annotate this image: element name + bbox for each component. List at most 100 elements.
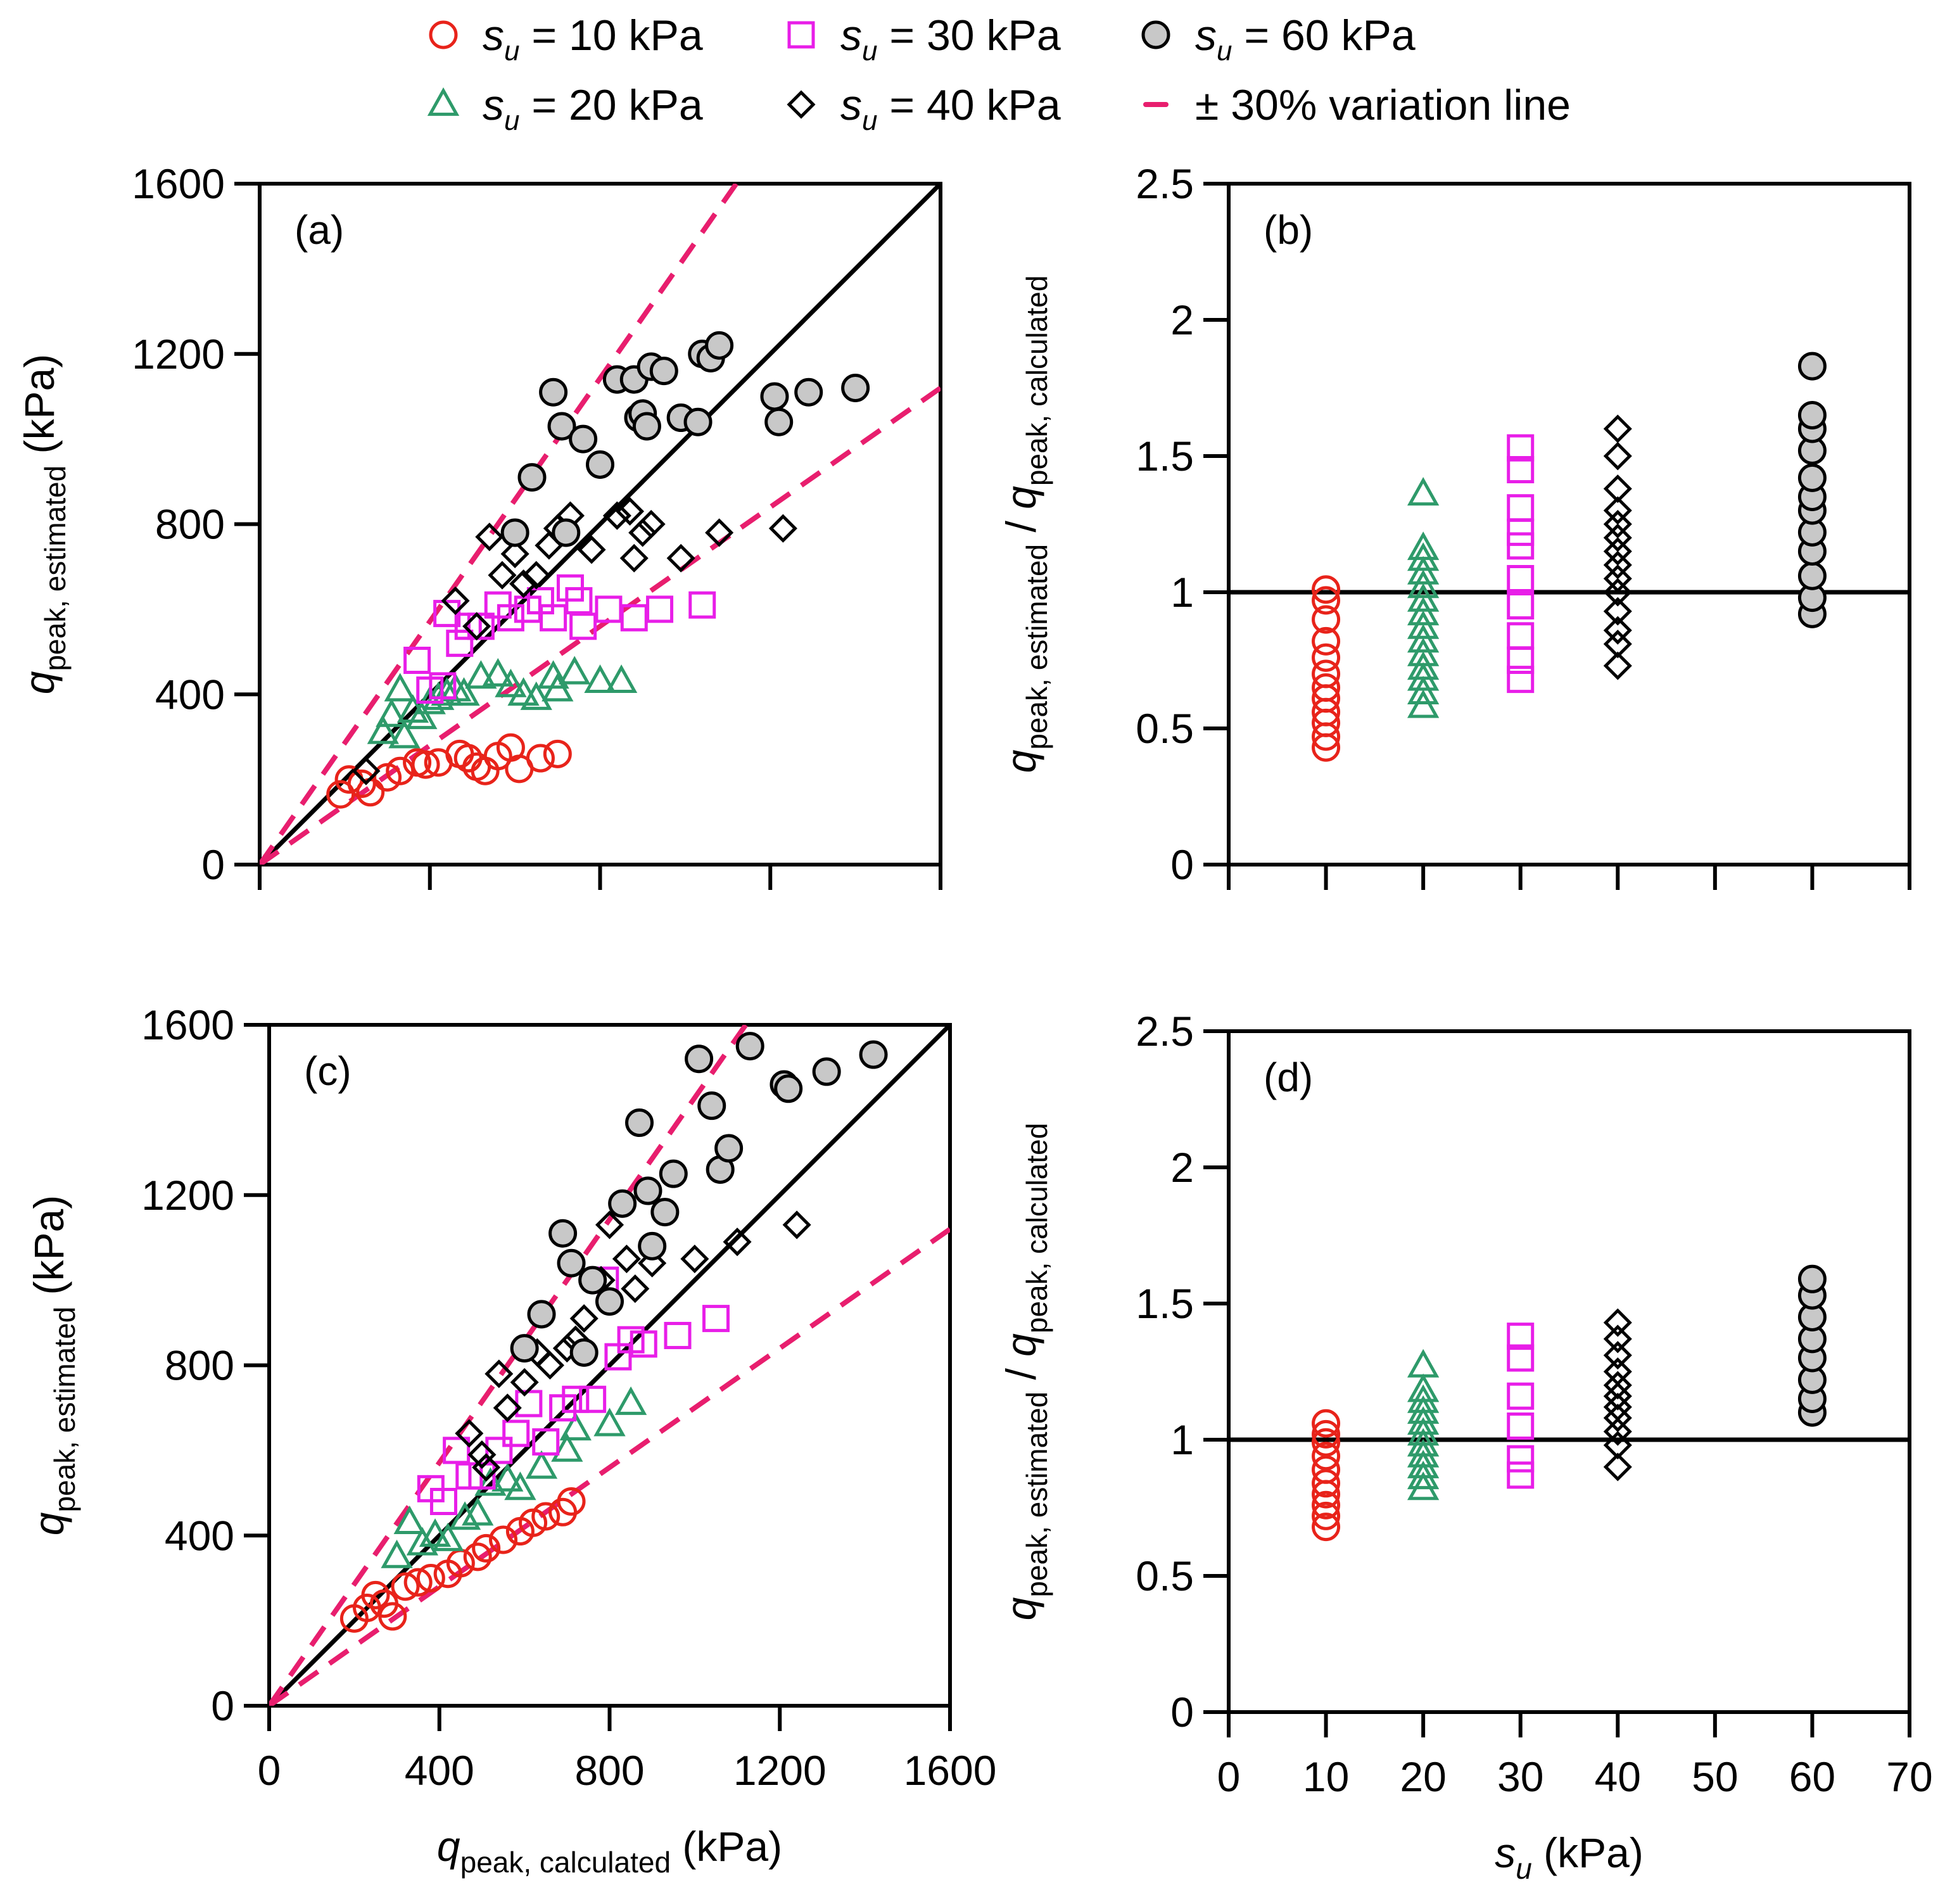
data-point xyxy=(735,1032,764,1061)
data-point xyxy=(507,677,540,706)
data-point xyxy=(1312,1419,1341,1449)
data-point xyxy=(586,450,614,479)
data-point xyxy=(1312,605,1341,634)
data-point xyxy=(526,744,555,773)
data-point xyxy=(1603,1417,1632,1446)
data-point xyxy=(406,1526,439,1556)
data-point xyxy=(386,756,415,785)
data-point xyxy=(1603,597,1632,626)
data-point xyxy=(510,1368,539,1397)
legend-item-var: ± 30% variation line xyxy=(1143,81,1571,129)
data-point xyxy=(702,1305,730,1333)
legend-label-su30: su = 30 kPa xyxy=(840,11,1061,67)
data-point xyxy=(628,518,657,547)
data-point xyxy=(1603,616,1632,645)
data-point xyxy=(1407,477,1440,506)
data-point xyxy=(403,1568,433,1597)
series-su-20-kpa xyxy=(1407,1349,1440,1501)
data-point xyxy=(619,543,649,573)
data-point xyxy=(472,1453,501,1482)
data-point xyxy=(500,539,529,569)
data-point xyxy=(1797,401,1827,429)
series-su-20-kpa xyxy=(381,1386,647,1568)
y-tick-label: 1.5 xyxy=(1136,433,1194,479)
data-point xyxy=(462,1497,494,1526)
data-point xyxy=(584,664,616,693)
data-point xyxy=(569,1338,599,1367)
y-tick-label: 400 xyxy=(165,1512,234,1559)
data-point xyxy=(602,501,631,530)
data-point xyxy=(685,1044,714,1074)
data-point xyxy=(352,756,381,785)
data-point xyxy=(614,1386,647,1415)
data-point xyxy=(485,1359,514,1388)
data-point xyxy=(475,523,504,552)
data-point xyxy=(608,1189,637,1218)
data-point xyxy=(419,1518,452,1547)
data-point xyxy=(500,518,529,547)
data-point xyxy=(1603,1371,1632,1400)
data-point xyxy=(381,1539,413,1568)
data-point xyxy=(1312,1501,1341,1530)
legend-marker-su10 xyxy=(429,20,458,49)
y-tick-label: 0.5 xyxy=(1136,1552,1194,1599)
data-point xyxy=(1603,441,1632,471)
series-su-60-kpa xyxy=(1797,1264,1827,1427)
data-point xyxy=(1797,463,1827,492)
data-point xyxy=(509,569,538,599)
data-point xyxy=(1603,1404,1632,1433)
data-point xyxy=(705,518,734,547)
data-point xyxy=(782,1210,811,1240)
data-point xyxy=(1603,536,1632,566)
data-point xyxy=(1797,561,1827,590)
data-point xyxy=(446,630,474,657)
legend-marker-su30 xyxy=(787,21,815,49)
data-point xyxy=(714,1134,744,1163)
data-point xyxy=(432,1522,464,1551)
data-point xyxy=(1312,626,1341,656)
y-axis-label: qpeak, estimated / qpeak, calculated xyxy=(998,276,1053,773)
x-tick-label: 50 xyxy=(1692,1753,1738,1800)
series-su-10-kpa xyxy=(1312,575,1341,762)
data-point xyxy=(1312,1409,1341,1438)
legend-label-su40: su = 40 kPa xyxy=(840,81,1061,136)
data-point xyxy=(388,720,421,749)
data-point xyxy=(664,1321,692,1349)
x-tick-label: 20 xyxy=(1400,1753,1446,1800)
data-point xyxy=(1507,1382,1535,1410)
series-su-10-kpa xyxy=(326,733,572,809)
panel-label: (c) xyxy=(304,1048,352,1094)
legend-item-su30: su = 30 kPa xyxy=(787,11,1061,67)
series-su-30-kpa xyxy=(1507,1323,1535,1489)
legend-item-su40: su = 40 kPa xyxy=(787,81,1061,136)
y-tick-label: 0 xyxy=(1170,841,1194,888)
data-point xyxy=(621,1274,650,1304)
legend-marker-su20 xyxy=(427,87,460,116)
y-tick-label: 1 xyxy=(1170,569,1194,616)
data-point xyxy=(1507,1323,1535,1350)
data-point xyxy=(467,612,495,640)
data-point xyxy=(794,378,823,407)
y-tick-label: 800 xyxy=(155,501,225,548)
data-point xyxy=(1603,578,1632,607)
line--30- xyxy=(269,1025,748,1706)
data-point xyxy=(465,660,497,689)
data-point xyxy=(1507,592,1535,619)
data-point xyxy=(1407,610,1440,639)
data-point xyxy=(552,518,581,547)
y-tick-label: 2 xyxy=(1170,296,1194,343)
data-point xyxy=(403,647,431,674)
series-su-60-kpa xyxy=(500,331,870,547)
data-point xyxy=(376,698,408,727)
x-tick-label: 70 xyxy=(1886,1753,1932,1800)
data-point xyxy=(1603,1357,1632,1387)
y-tick-label: 1 xyxy=(1170,1416,1194,1463)
data-point xyxy=(1603,509,1632,539)
data-point xyxy=(595,595,623,623)
y-tick-label: 0 xyxy=(1170,1689,1194,1736)
data-point xyxy=(1407,569,1440,599)
x-tick-label: 0 xyxy=(1217,1753,1241,1800)
data-point xyxy=(517,463,547,492)
data-point xyxy=(774,1074,803,1103)
series-su-20-kpa xyxy=(367,656,638,749)
